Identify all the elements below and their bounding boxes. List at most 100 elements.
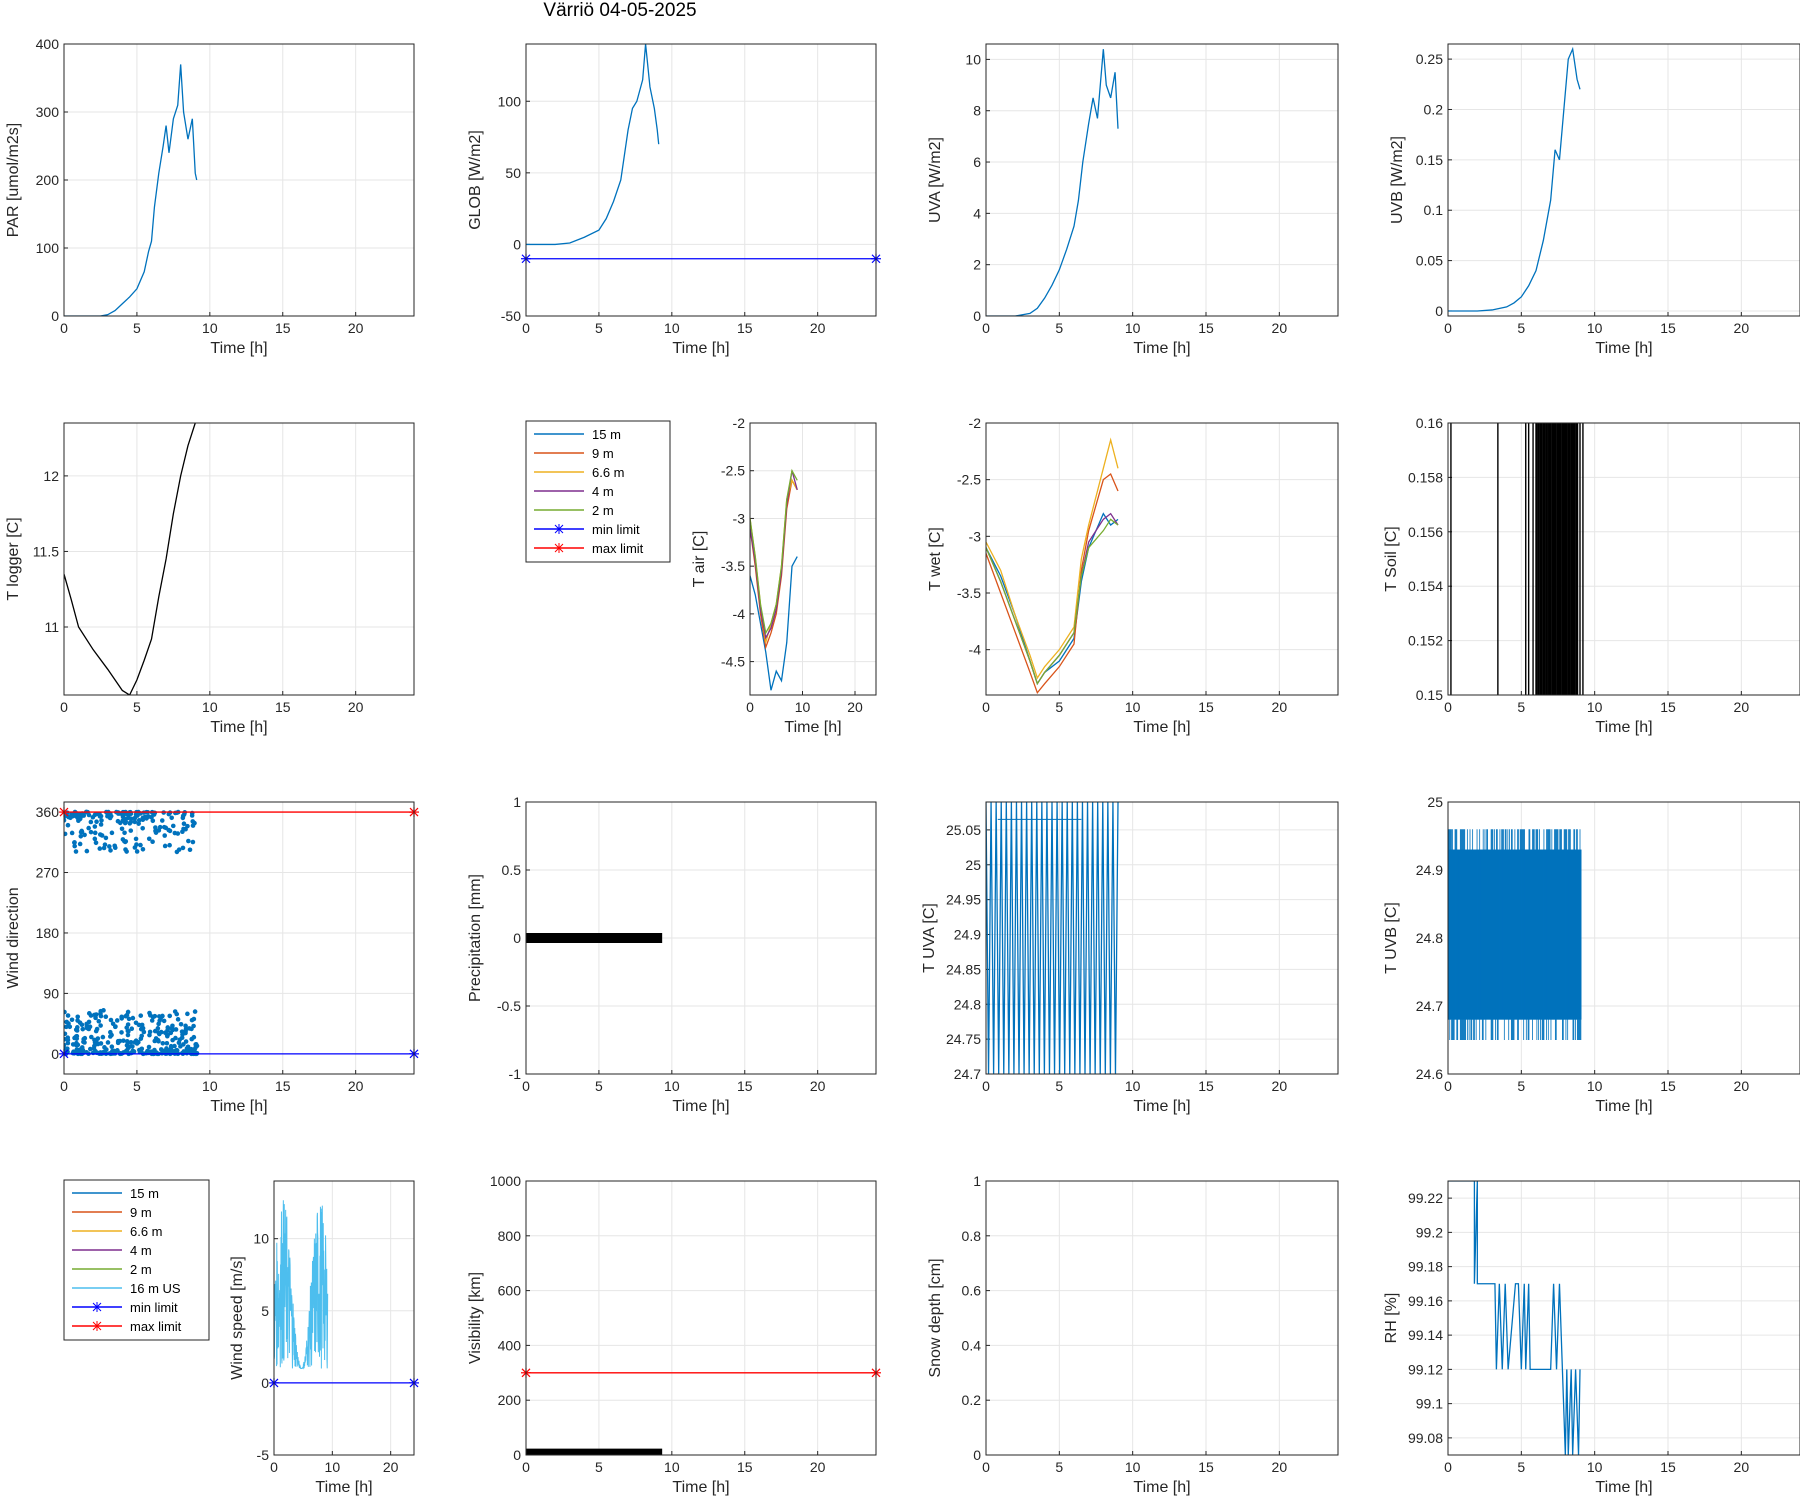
x-tick-label: 0	[1444, 1459, 1452, 1475]
y-tick-label: 0	[1435, 303, 1443, 319]
plot-area	[1448, 423, 1800, 695]
plot-area	[526, 1181, 876, 1455]
axes-box	[525, 801, 877, 1075]
scatter-point	[168, 1043, 174, 1049]
y-tick-label: 600	[498, 1283, 522, 1299]
chart-rh: 0 5 10 15 20 99.08 99.1 99.12 99.14 99.16 99.18 99.…	[1383, 1180, 1800, 1496]
scatter-point	[124, 1025, 130, 1030]
scatter-point	[119, 1030, 124, 1035]
x-tick-label: 0	[982, 699, 990, 715]
page-title: Värriö 04-05-2025	[543, 0, 697, 21]
scatter-point	[141, 1029, 147, 1035]
scatter-point	[94, 811, 100, 817]
y-tick-label: -1	[509, 1066, 522, 1082]
scatter-point	[189, 813, 195, 818]
plot-area	[1448, 44, 1800, 316]
plot-series	[1448, 1181, 1581, 1455]
x-axis-label: Time [h]	[1595, 1098, 1652, 1115]
x-tick-label: 10	[664, 1078, 680, 1094]
legend-item: 9 m	[534, 446, 614, 461]
x-axis-label: Time [h]	[1133, 719, 1190, 736]
scatter-point	[178, 1021, 184, 1027]
x-tick-label: 15	[1198, 699, 1214, 715]
x-tick-label: 0	[1444, 320, 1452, 336]
legend-label: 2 m	[592, 503, 614, 518]
scatter-point	[175, 831, 181, 836]
scatter-point	[81, 1039, 86, 1045]
scatter-point	[166, 811, 172, 817]
scatter-point	[156, 1021, 161, 1027]
x-tick-label: 0	[60, 320, 68, 336]
scatter-point	[70, 1042, 76, 1047]
y-tick-label: -3.5	[721, 558, 745, 574]
plot-series	[274, 1200, 414, 1384]
plot-series	[1448, 46, 1581, 312]
scatter-point	[167, 1013, 173, 1019]
y-tick-label: 10	[253, 1231, 269, 1247]
series-16-m-us	[274, 1200, 329, 1370]
scatter-point	[133, 836, 139, 842]
scatter-point	[170, 1027, 175, 1033]
scatter-point	[75, 1014, 81, 1020]
y-tick-label: 0.2	[962, 1392, 982, 1408]
scatter-point	[65, 822, 71, 828]
scatter-point	[64, 818, 67, 823]
scatter-point	[153, 825, 158, 830]
y-axis-label: Wind direction	[5, 887, 22, 988]
y-tick-label: -4.5	[721, 654, 745, 670]
scatter-point	[148, 1013, 153, 1018]
y-tick-label: 11.5	[33, 543, 59, 559]
series-2-m	[750, 468, 798, 635]
series-blue	[1448, 1181, 1581, 1455]
x-tick-label: 0	[60, 1078, 68, 1094]
x-tick-label: 5	[595, 1078, 603, 1094]
axes-box	[1447, 801, 1800, 1075]
scatter-point	[186, 838, 191, 844]
legend-windspeed: 15 m 9 m 6.6 m 4 m 2 m 16 m US min limit max li…	[63, 1179, 210, 1341]
x-tick-label: 10	[1587, 320, 1603, 336]
legend-item: 15 m	[72, 1186, 159, 1201]
y-tick-label: -0.5	[497, 998, 521, 1014]
scatter-point	[108, 1017, 114, 1023]
x-tick-label: 20	[847, 699, 863, 715]
x-tick-label: 15	[275, 320, 291, 336]
scatter-point	[147, 1029, 153, 1035]
x-tick-label: 20	[1272, 699, 1288, 715]
scatter-point	[128, 819, 133, 825]
x-tick-label: 5	[1517, 1459, 1525, 1475]
x-tick-label: 15	[1660, 320, 1676, 336]
scatter-point	[64, 1019, 69, 1025]
scatter-point	[170, 1037, 175, 1043]
x-tick-label: 10	[1125, 320, 1141, 336]
chart-uvb: 0 5 10 15 20 0 0.05 0.1 0.15 0.2 0.25 Time [h] UVB […	[1389, 43, 1800, 357]
scatter-point	[140, 847, 146, 852]
y-tick-label: 200	[36, 172, 60, 188]
x-tick-label: 20	[348, 699, 364, 715]
scatter-point	[93, 840, 99, 846]
series-black	[526, 1448, 663, 1455]
scatter-point	[128, 1039, 134, 1045]
scatter-point	[138, 842, 143, 848]
scatter-point	[92, 824, 98, 829]
x-tick-label: 0	[522, 1459, 530, 1475]
x-tick-label: 10	[664, 320, 680, 336]
scatter-point	[128, 828, 134, 833]
scatter-point	[73, 849, 79, 854]
scatter-point	[97, 832, 103, 837]
x-tick-label: 10	[1587, 1078, 1603, 1094]
chart-tuvb: 0 5 10 15 20 24.6 24.7 24.8 24.9 25 Time [h] T UVB …	[1383, 794, 1800, 1115]
axes-box	[63, 801, 415, 1075]
axes-box	[1447, 1180, 1800, 1456]
x-tick-label: 0	[270, 1459, 278, 1475]
scatter-point	[123, 1013, 128, 1019]
scatter-point	[132, 1040, 138, 1045]
y-axis-label: RH [%]	[1383, 1293, 1400, 1344]
y-tick-label: 0.152	[1408, 633, 1443, 649]
scatter-point	[124, 811, 129, 817]
scatter-point	[162, 833, 168, 838]
x-tick-label: 20	[348, 320, 364, 336]
y-tick-label: 0.1	[1424, 202, 1444, 218]
scatter-point	[81, 813, 87, 818]
y-tick-label: 10	[965, 51, 981, 67]
scatter-point	[134, 849, 140, 854]
